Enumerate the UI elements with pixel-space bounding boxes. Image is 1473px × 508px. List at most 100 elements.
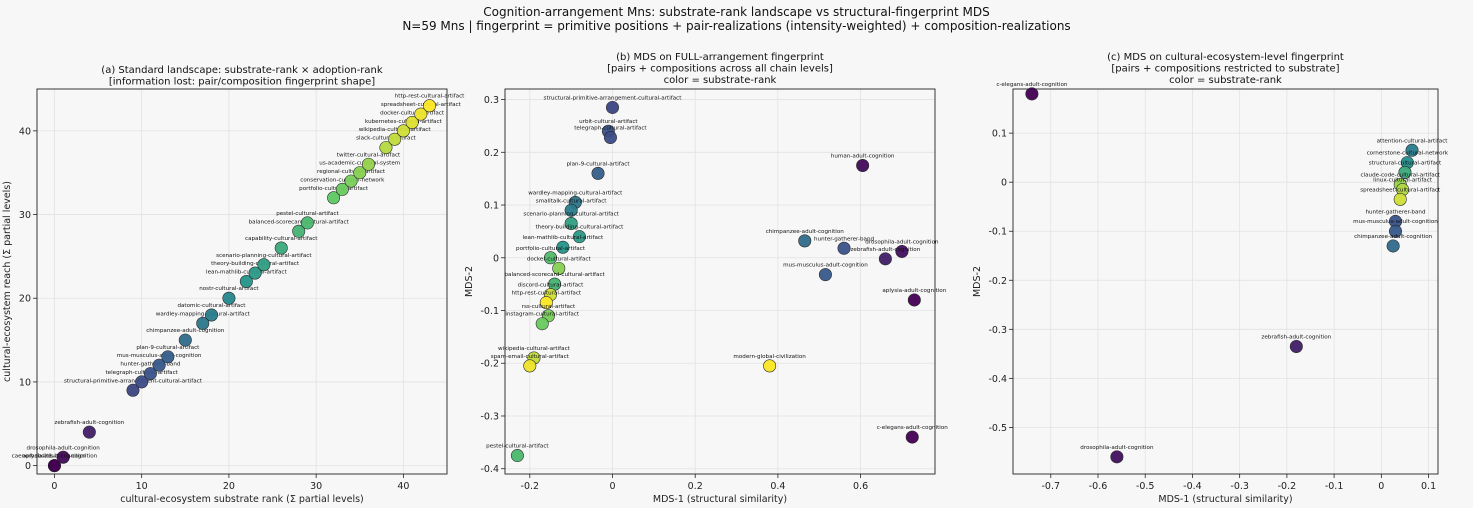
data-point	[523, 359, 537, 373]
point-annotation: pestel-cultural-artifact	[486, 444, 549, 450]
data-point	[1389, 224, 1403, 238]
point-annotation: drosophila-adult-cognition	[27, 445, 101, 451]
y-axis-label: MDS-2	[464, 266, 475, 297]
point-annotation: capability-cultural-artifact	[245, 236, 318, 242]
y-tick-label: 0.2	[484, 148, 499, 159]
data-point	[152, 358, 166, 372]
point-annotation: mus-musculus-adult-cognition	[1353, 219, 1438, 225]
x-tick-label: 0.1	[1421, 481, 1436, 492]
point-annotation: zebrafish-adult-cognition	[850, 247, 920, 253]
data-point	[535, 317, 549, 331]
y-tick-label: 0	[493, 253, 499, 264]
chart-title-line: color = substrate-rank	[664, 75, 777, 86]
y-tick-label: -0.2	[480, 359, 499, 370]
data-point	[572, 230, 586, 244]
data-point	[1393, 192, 1407, 206]
point-annotation: chimpanzee-adult-cognition	[146, 328, 225, 334]
y-tick-label: -0.4	[988, 374, 1007, 385]
point-annotation: lean-mathlib-cultural-artifact	[206, 270, 287, 276]
data-point	[1110, 450, 1124, 464]
chart-title-line: (c) MDS on cultural-ecosystem-level fing…	[1107, 52, 1344, 63]
chart-title-line: (b) MDS on FULL-arrangement fingerprint	[616, 52, 824, 63]
point-annotation: balanced-scorecard-cultural-artifact	[504, 272, 605, 278]
point-annotation: pestel-cultural-artifact	[276, 211, 339, 217]
data-point	[605, 100, 619, 114]
y-axis-label: cultural-ecosystem reach (Σ partial leve…	[2, 181, 13, 382]
data-point	[405, 115, 419, 129]
point-annotation: chimpanzee-adult-cognition	[1354, 234, 1433, 240]
x-tick-label: 20	[223, 481, 235, 492]
data-point	[798, 234, 812, 248]
point-annotation: human-adult-cognition	[831, 153, 895, 159]
point-annotation: caenorhabditis-adult-cognition	[12, 454, 98, 460]
data-point	[344, 174, 358, 188]
data-point	[292, 224, 306, 238]
point-annotation: scenario-planning-cultural-artifact	[523, 211, 619, 217]
chart-title-line: [pairs + compositions restricted to subs…	[1111, 64, 1339, 75]
data-point	[1398, 165, 1412, 179]
point-annotation: c-elegans-adult-cognition	[877, 425, 949, 431]
x-tick-label: -0.2	[1278, 481, 1297, 492]
point-annotation: docker-cultural-artifact	[527, 256, 592, 262]
point-annotation: mus-musculus-adult-cognition	[117, 353, 202, 359]
y-tick-label: 0.1	[484, 201, 499, 212]
data-point	[353, 166, 367, 180]
point-annotation: drosophila-adult-cognition	[865, 239, 939, 245]
data-point	[414, 107, 428, 121]
x-tick-label: 0	[51, 481, 57, 492]
data-point	[878, 252, 892, 266]
x-axis-label: MDS-1 (structural similarity)	[1158, 494, 1292, 505]
point-annotation: theory-building-cultural-artifact	[535, 225, 624, 231]
point-annotation: scenario-planning-cultural-artifact	[216, 253, 312, 259]
point-annotation: structural-primitive-arrangement-cultura…	[64, 378, 203, 384]
point-annotation: mus-musculus-adult-cognition	[783, 263, 868, 269]
data-point	[161, 350, 175, 364]
x-tick-label: 0.4	[770, 481, 785, 492]
point-annotation: kubernetes-cultural-artifact	[365, 119, 443, 125]
x-tick-label: 40	[397, 481, 409, 492]
y-tick-label: 0.1	[992, 129, 1007, 140]
point-annotation: telegraph-cultural-artifact	[105, 370, 178, 376]
x-tick-label: -0.5	[1136, 481, 1155, 492]
point-annotation: plan-9-cultural-artifact	[136, 345, 200, 351]
data-point	[895, 244, 909, 258]
data-point	[1289, 339, 1303, 353]
point-annotation: twitter-cultural-artifact	[337, 152, 401, 158]
data-point	[603, 131, 617, 145]
point-annotation: theory-building-cultural-artifact	[211, 261, 300, 267]
point-annotation: wardley-mapping-cultural-artifact	[528, 190, 623, 196]
x-tick-label: -0.3	[1230, 481, 1249, 492]
y-tick-label: -0.2	[988, 276, 1007, 287]
point-annotation: zebrafish-adult-cognition	[1261, 334, 1331, 340]
point-annotation: plan-9-cultural-artifact	[567, 161, 631, 167]
point-annotation: claude-code-cultural-artifact	[1360, 173, 1440, 179]
data-point	[1405, 143, 1419, 157]
y-tick-label: 0.3	[484, 95, 499, 106]
data-point	[361, 157, 375, 171]
point-annotation: conservation-cultural-network	[300, 177, 385, 183]
data-point	[388, 132, 402, 146]
point-annotation: datomic-cultural-artifact	[177, 303, 246, 309]
figure-suptitle: Cognition-arrangement Mns: substrate-ran…	[0, 5, 1473, 33]
axes-frame	[36, 88, 448, 475]
point-annotation: http-rest-cultural-artifact	[512, 291, 582, 297]
data-point	[837, 241, 851, 255]
chart-title-line: [pairs + compositions across all chain l…	[607, 64, 833, 75]
x-tick-label: -0.1	[1325, 481, 1344, 492]
data-point	[126, 383, 140, 397]
data-point	[856, 158, 870, 172]
data-point	[274, 241, 288, 255]
data-point	[300, 216, 314, 230]
point-annotation: wikipedia-cultural-artifact	[498, 346, 571, 352]
y-tick-label: 10	[19, 377, 31, 388]
point-annotation: us-academic-cultural-system	[319, 161, 400, 167]
data-point	[196, 316, 210, 330]
x-tick-label: 30	[310, 481, 322, 492]
data-point	[1386, 239, 1400, 253]
data-point	[763, 359, 777, 373]
x-tick-label: 0.6	[853, 481, 868, 492]
x-tick-label: 0	[609, 481, 615, 492]
suptitle-line-2: N=59 Mns | fingerprint = primitive posit…	[402, 19, 1071, 33]
point-annotation: discord-cultural-artifact	[518, 283, 584, 289]
